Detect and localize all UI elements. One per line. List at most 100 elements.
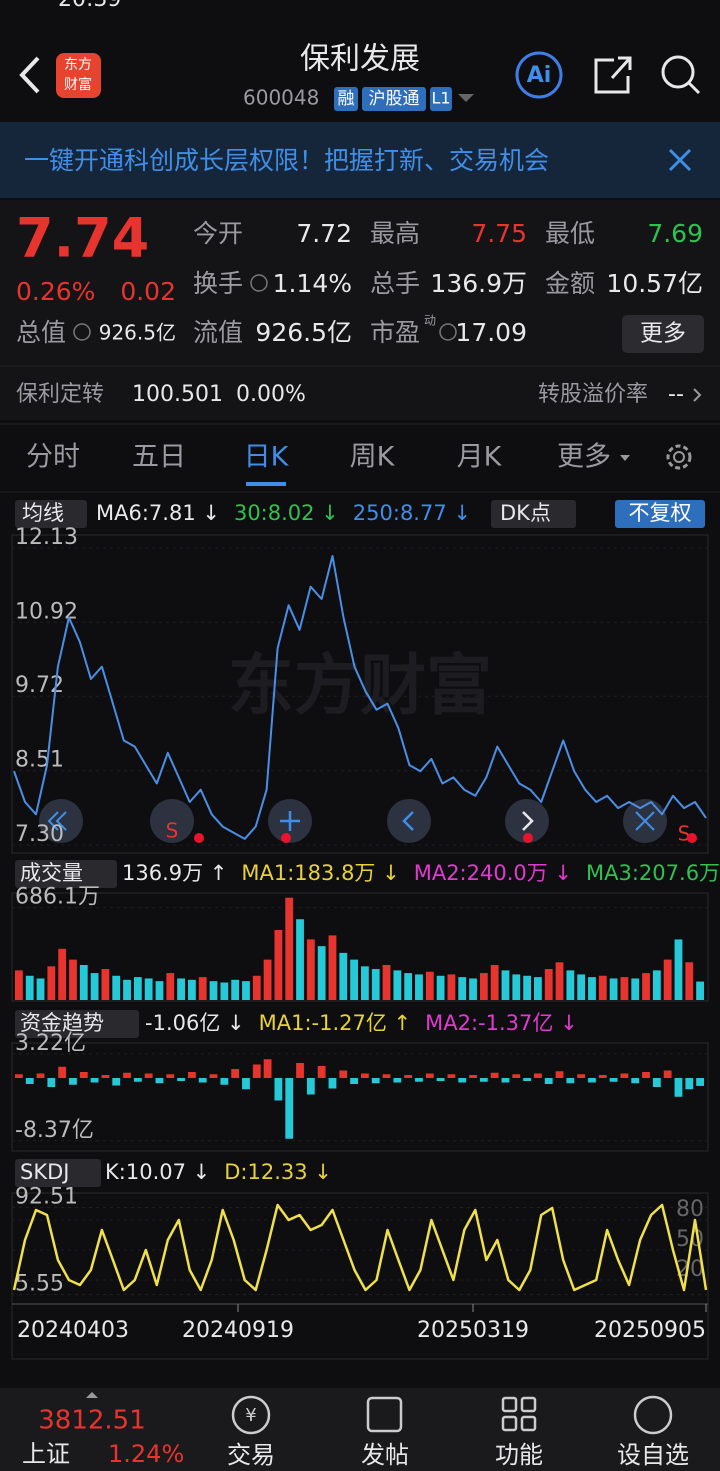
share-button[interactable]: [594, 56, 632, 94]
info-icon[interactable]: [250, 274, 268, 292]
data-bar: [90, 973, 99, 1000]
control-button[interactable]: [387, 799, 431, 843]
banner-close[interactable]: [668, 148, 692, 172]
data-bar: [339, 1070, 348, 1078]
data-bar: [404, 973, 413, 1000]
data-bar: [123, 1072, 131, 1078]
field-label: 换手: [193, 269, 243, 298]
more-text: 更多: [640, 321, 686, 347]
data-bar: [415, 1078, 423, 1082]
info-icon[interactable]: [439, 323, 457, 341]
nav-item[interactable]: 交易: [227, 1441, 275, 1469]
date-label: 20240403: [17, 1318, 129, 1343]
field-value: 136.9万: [430, 269, 527, 298]
tab[interactable]: 五日: [132, 442, 186, 473]
data-bar: [209, 981, 218, 1000]
control-button[interactable]: [505, 799, 549, 843]
indicator-select[interactable]: [15, 860, 117, 888]
data-bar: [339, 952, 348, 1000]
dk-button[interactable]: [491, 500, 576, 528]
data-bar: [371, 1078, 380, 1084]
data-bar: [36, 978, 45, 1000]
legend-item: MA2:240.0万 ↓: [414, 861, 572, 885]
field-sup: 动: [424, 314, 436, 328]
banner[interactable]: [0, 122, 720, 198]
data-bar: [306, 1078, 315, 1095]
tab-active[interactable]: 日K: [244, 442, 290, 473]
index-value[interactable]: 3812.51: [38, 1406, 146, 1436]
data-bar: [112, 1078, 121, 1086]
settings-core: [673, 451, 685, 463]
legend-item: D:12.33 ↓: [224, 1160, 332, 1184]
data-bar: [674, 939, 683, 1000]
data-bar: [425, 1073, 434, 1078]
y-tick-label: 8.51: [15, 748, 64, 773]
data-bar: [642, 1072, 650, 1078]
data-bar: [101, 969, 110, 1000]
data-bar: [642, 973, 650, 1000]
legend-item: MA3:207.6万 ↑: [586, 861, 720, 885]
nav-icon-symbol: ¥: [245, 1405, 256, 1426]
data-bar: [25, 1078, 34, 1084]
data-bar: [631, 978, 640, 1000]
back-button[interactable]: [19, 56, 40, 94]
legend-item: 136.9万 ↑: [122, 861, 227, 885]
data-bar: [188, 1072, 196, 1078]
data-bar: [252, 1064, 261, 1078]
data-bar: [544, 1078, 553, 1084]
data-bar: [469, 1075, 477, 1078]
stock-code: 600048: [243, 86, 319, 110]
logo-text: 东方: [64, 57, 92, 73]
logo[interactable]: [56, 53, 101, 98]
data-bar: [598, 975, 607, 1000]
y-tick-label: 3.22亿: [15, 1031, 86, 1056]
data-bar: [555, 1071, 564, 1078]
data-bar: [263, 1059, 272, 1078]
badge-text: 融: [338, 89, 355, 109]
field-label: 市盈: [370, 318, 420, 347]
nav-item[interactable]: 发帖: [361, 1441, 409, 1469]
control-button[interactable]: [39, 799, 83, 843]
data-bar: [490, 965, 499, 1000]
ai-button[interactable]: [515, 51, 563, 99]
chart-controls: S S: [39, 799, 697, 846]
legend-item: -1.06亿 ↓: [145, 1011, 245, 1035]
data-bar: [620, 1073, 629, 1078]
settings-button[interactable]: [666, 444, 692, 470]
data-bar: [47, 1078, 56, 1087]
data-bar: [328, 935, 337, 1000]
data-bar: [15, 970, 23, 1000]
data-bar: [220, 1078, 229, 1085]
data-bar: [609, 1078, 618, 1082]
info-icon[interactable]: [73, 323, 91, 341]
indicator-select[interactable]: [15, 500, 87, 528]
control-icon: [635, 811, 655, 831]
more-button[interactable]: [622, 315, 704, 353]
adjust-button[interactable]: [615, 500, 705, 528]
nav-item[interactable]: 设自选: [617, 1441, 689, 1469]
indicator-select[interactable]: [15, 1159, 101, 1187]
tab[interactable]: 周K: [350, 442, 396, 473]
control-button[interactable]: [150, 799, 194, 843]
tab[interactable]: 分时: [26, 442, 80, 473]
indicator-select[interactable]: [15, 1010, 139, 1038]
nav-item[interactable]: 功能: [495, 1441, 543, 1469]
search-button[interactable]: [661, 55, 695, 89]
data-bar: [696, 1078, 704, 1086]
field-label: 最低: [545, 219, 595, 248]
data-bar: [458, 977, 467, 1000]
convert-price: 100.501: [132, 382, 223, 407]
data-bar: [555, 962, 564, 1000]
data-bar: [577, 974, 586, 1000]
data-bar: [458, 1078, 467, 1083]
price: 7.74: [16, 207, 149, 270]
dropdown-arrow[interactable]: [458, 94, 474, 102]
tab[interactable]: 月K: [457, 442, 503, 473]
y-tick-label: -8.37亿: [15, 1118, 94, 1143]
change: 0.02: [120, 277, 176, 306]
data-bar: [566, 1078, 575, 1084]
field-value: 10.57亿: [606, 269, 703, 298]
tab[interactable]: 更多: [557, 442, 611, 473]
marker-s: S: [166, 819, 179, 843]
data-bar: [652, 970, 661, 1000]
